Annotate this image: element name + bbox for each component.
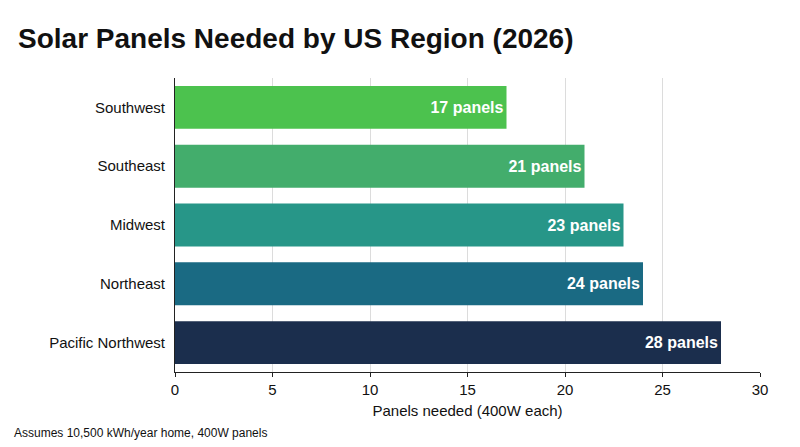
svg-text:30: 30	[752, 381, 769, 398]
svg-text:20: 20	[557, 381, 574, 398]
svg-text:0: 0	[171, 381, 179, 398]
svg-text:5: 5	[268, 381, 276, 398]
svg-text:25: 25	[654, 381, 671, 398]
svg-text:Panels needed (400W each): Panels needed (400W each)	[372, 402, 562, 419]
svg-text:15: 15	[459, 381, 476, 398]
svg-text:17 panels: 17 panels	[430, 99, 503, 116]
svg-text:Midwest: Midwest	[110, 216, 166, 233]
svg-text:23 panels: 23 panels	[547, 217, 620, 234]
svg-text:Northeast: Northeast	[100, 275, 166, 292]
svg-text:24 panels: 24 panels	[567, 275, 640, 292]
svg-text:Southeast: Southeast	[97, 157, 165, 174]
svg-text:Southwest: Southwest	[95, 99, 166, 116]
svg-text:Solar Panels Needed by US Regi: Solar Panels Needed by US Region (2026)	[18, 23, 574, 54]
svg-text:Pacific Northwest: Pacific Northwest	[49, 334, 166, 351]
svg-text:28 panels: 28 panels	[645, 334, 718, 351]
svg-text:Assumes 10,500 kWh/year home,: Assumes 10,500 kWh/year home, 400W panel…	[14, 426, 267, 440]
svg-text:21 panels: 21 panels	[508, 158, 581, 175]
svg-text:10: 10	[362, 381, 379, 398]
